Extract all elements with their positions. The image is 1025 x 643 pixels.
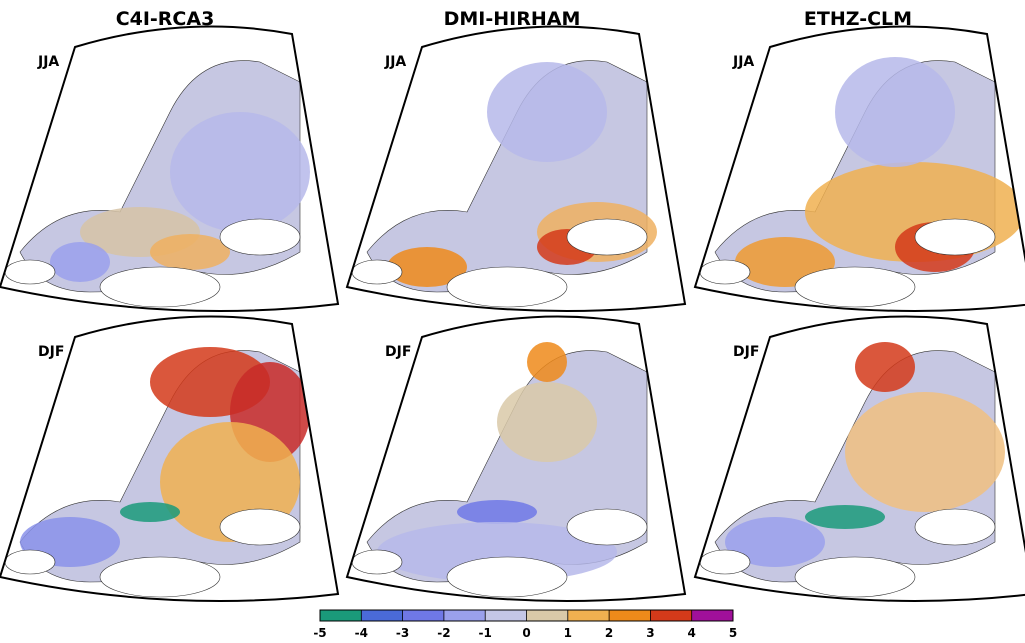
- field-patch: [855, 342, 915, 392]
- sea: [220, 219, 300, 255]
- sea: [447, 557, 567, 597]
- season-label: JJA: [37, 54, 59, 70]
- sea: [100, 267, 220, 307]
- figure: JJA JJA JJA DJF DJF DJF C4I-RCA3 DMI-HIRHAM ETHZ…: [0, 0, 1025, 643]
- sea: [915, 219, 995, 255]
- field-patch: [845, 392, 1005, 512]
- colorbar-tick-label: 4: [688, 626, 696, 640]
- colorbar-tick-label: 2: [605, 626, 613, 640]
- colorbar-segment: [527, 610, 568, 621]
- season-label: JJA: [384, 54, 406, 70]
- sea: [795, 557, 915, 597]
- colorbar-segment: [444, 610, 485, 621]
- season-label: DJF: [385, 344, 411, 360]
- field-patch: [170, 112, 310, 232]
- colorbar-tick-label: -2: [437, 626, 450, 640]
- sea: [447, 267, 567, 307]
- colorbar: -5 -4 -3 -2 -1 0 1 2 3 4 5: [313, 610, 737, 640]
- field-patch: [487, 62, 607, 162]
- season-label: DJF: [733, 344, 759, 360]
- sea: [5, 550, 55, 574]
- sea: [795, 267, 915, 307]
- sea: [352, 550, 402, 574]
- colorbar-segment: [403, 610, 444, 621]
- field-patch: [120, 502, 180, 522]
- sea: [352, 260, 402, 284]
- colorbar-tick-label: 1: [564, 626, 572, 640]
- column-title: ETHZ-CLM: [804, 8, 912, 30]
- colorbar-tick-label: -3: [396, 626, 409, 640]
- colorbar-tick-label: -5: [313, 626, 326, 640]
- field-patch: [457, 500, 537, 524]
- field-patch: [805, 505, 885, 529]
- sea: [700, 550, 750, 574]
- colorbar-segment: [609, 610, 650, 621]
- field-patch: [150, 234, 230, 270]
- map-panels: [0, 22, 1025, 612]
- colorbar-tick-label: 0: [522, 626, 530, 640]
- colorbar-segment: [320, 610, 361, 621]
- sea: [700, 260, 750, 284]
- field-patch: [527, 342, 567, 382]
- colorbar-tick-label: 5: [729, 626, 737, 640]
- colorbar-tick-label: -1: [479, 626, 492, 640]
- sea: [100, 557, 220, 597]
- column-title: C4I-RCA3: [116, 8, 215, 30]
- sea: [220, 509, 300, 545]
- sea: [915, 509, 995, 545]
- sea: [567, 219, 647, 255]
- colorbar-segment: [361, 610, 402, 621]
- field-patch: [497, 382, 597, 462]
- colorbar-tick-label: 3: [646, 626, 654, 640]
- field-patch: [50, 242, 110, 282]
- colorbar-tick-label: -4: [355, 626, 368, 640]
- colorbar-segment: [650, 610, 691, 621]
- colorbar-segment: [692, 610, 733, 621]
- column-title: DMI-HIRHAM: [444, 8, 581, 30]
- field-patch: [835, 57, 955, 167]
- sea: [5, 260, 55, 284]
- season-label: DJF: [38, 344, 64, 360]
- colorbar-segment: [485, 610, 526, 621]
- sea: [567, 509, 647, 545]
- colorbar-segment: [568, 610, 609, 621]
- season-label: JJA: [732, 54, 754, 70]
